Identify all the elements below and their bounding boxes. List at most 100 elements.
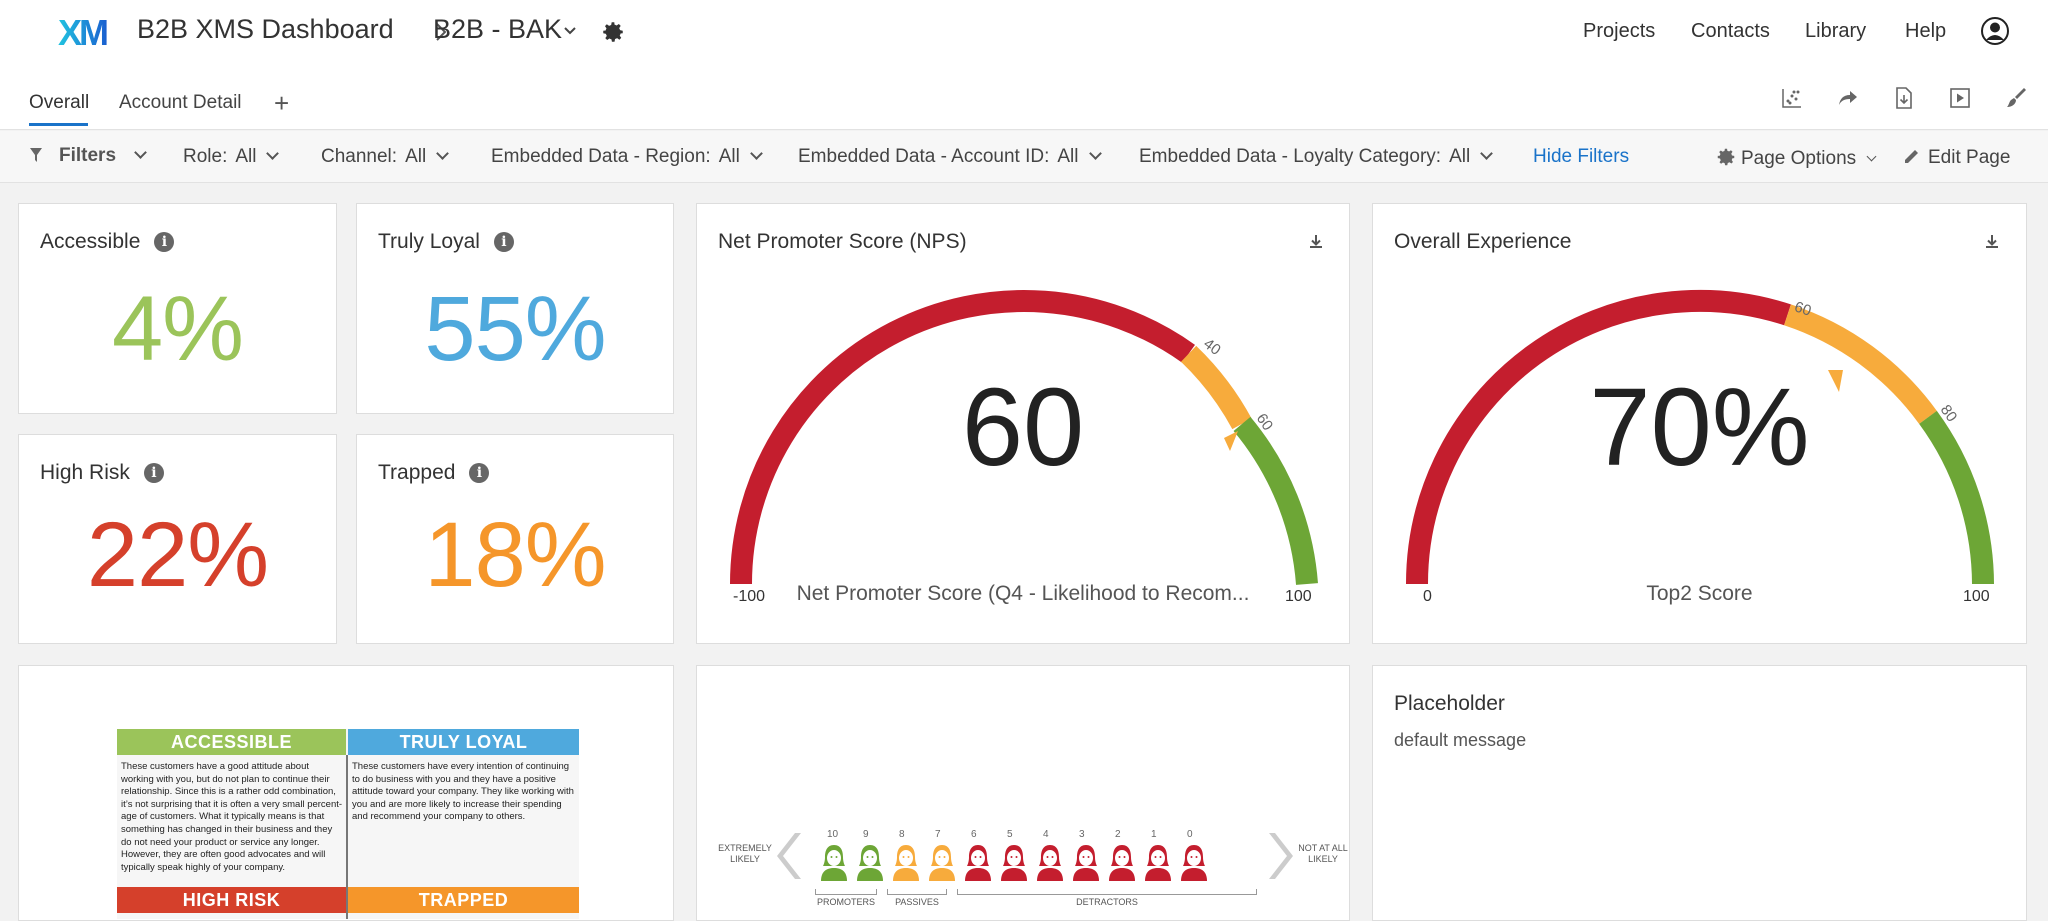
user-account-icon[interactable] bbox=[1980, 16, 2010, 46]
info-icon[interactable]: i bbox=[154, 232, 175, 252]
page-options-dropdown[interactable]: Page Options bbox=[1715, 146, 1877, 170]
gauge-needle-marker bbox=[1828, 370, 1843, 392]
theme-brush-icon[interactable] bbox=[2004, 86, 2028, 110]
gauge-title: Overall Experience bbox=[1394, 230, 1572, 253]
gauge-segment-red bbox=[1406, 290, 1791, 585]
promoters-label: PROMOTERS bbox=[816, 897, 875, 907]
passives-bracket bbox=[887, 889, 947, 895]
nps-scale-number: 3 bbox=[1079, 829, 1085, 840]
svg-text:XM: XM bbox=[58, 12, 107, 52]
gauge-needle-marker bbox=[1224, 431, 1238, 451]
passives-label: PASSIVES bbox=[895, 897, 939, 907]
add-tab-plus-icon[interactable]: + bbox=[274, 88, 290, 118]
present-icon[interactable] bbox=[1948, 86, 1972, 110]
filter-name: Embedded Data - Region: bbox=[491, 146, 711, 167]
nps-gauge-arc: 40 60 bbox=[730, 290, 1318, 585]
gear-icon bbox=[1717, 148, 1735, 166]
filter-value: All bbox=[405, 146, 427, 167]
info-icon[interactable]: i bbox=[493, 232, 514, 252]
metric-title: Truly Loyal i bbox=[378, 230, 514, 254]
chevron-down-icon bbox=[749, 147, 763, 160]
nav-contacts[interactable]: Contacts bbox=[1691, 20, 1770, 42]
export-icon[interactable] bbox=[1892, 86, 1916, 110]
top-header: XM B2B XMS Dashboard B2B - BAK Projects … bbox=[0, 0, 2048, 64]
metric-value: 22% bbox=[86, 504, 269, 606]
info-icon[interactable]: i bbox=[143, 463, 164, 483]
filter-name: Channel: bbox=[321, 146, 398, 167]
tab-bar: Overall Account Detail + bbox=[0, 64, 2048, 130]
nav-help[interactable]: Help bbox=[1905, 20, 1947, 42]
filter-bar: Filters Role: All Channel: All Embedded Da… bbox=[0, 131, 2048, 183]
gear-icon[interactable] bbox=[600, 19, 626, 45]
download-icon[interactable] bbox=[1982, 232, 2002, 252]
gauge-tick-60: 60 bbox=[1253, 410, 1276, 433]
hide-filters-link[interactable]: Hide Filters bbox=[1533, 146, 1630, 167]
filter-name: Embedded Data - Account ID: bbox=[798, 146, 1050, 167]
person-face-icon bbox=[821, 845, 847, 881]
segment-accessible-header: ACCESSIBLE bbox=[117, 729, 346, 755]
segment-truly-loyal-text: These customers have every intention of … bbox=[352, 761, 574, 823]
nps-gauge-card: Net Promoter Score (NPS) 40 60 60 Net Pr… bbox=[696, 203, 1350, 644]
metric-title-text: High Risk bbox=[40, 461, 130, 484]
nav-library[interactable]: Library bbox=[1805, 20, 1867, 42]
filter-region[interactable]: Embedded Data - Region: All bbox=[491, 146, 763, 168]
dashboard-name[interactable]: B2B XMS Dashboard bbox=[137, 14, 394, 44]
tab-overall[interactable]: Overall bbox=[29, 92, 90, 113]
person-face-icon bbox=[929, 845, 955, 881]
metric-title: Accessible i bbox=[40, 230, 175, 254]
person-face-icon bbox=[1181, 845, 1207, 881]
filter-funnel-icon bbox=[30, 148, 42, 162]
page-options-label: Page Options bbox=[1741, 148, 1857, 169]
filters-label: Filters bbox=[59, 145, 117, 166]
person-face-icon bbox=[893, 845, 919, 881]
edit-page-button[interactable]: Edit Page bbox=[1902, 146, 2010, 169]
chevron-down-icon bbox=[436, 147, 450, 160]
person-face-icon bbox=[1001, 845, 1027, 881]
placeholder-card: Placeholder default message bbox=[1372, 665, 2027, 921]
gauge-label: Net Promoter Score (Q4 - Likelihood to R… bbox=[796, 582, 1250, 605]
pencil-icon bbox=[1905, 150, 1918, 163]
metric-value: 4% bbox=[112, 278, 244, 380]
left-arrow-icon bbox=[777, 833, 801, 879]
metric-title: High Risk i bbox=[40, 461, 164, 485]
right-arrow-icon bbox=[1269, 833, 1293, 879]
gauge-value: 70% bbox=[1589, 366, 1810, 489]
gauge-segment-red bbox=[730, 290, 1195, 585]
tab-account-detail[interactable]: Account Detail bbox=[119, 92, 242, 113]
xm-logo[interactable]: XM bbox=[58, 12, 116, 52]
chevron-down-icon bbox=[266, 147, 280, 160]
chevron-down-icon bbox=[1480, 147, 1494, 160]
edit-page-label: Edit Page bbox=[1928, 147, 2011, 168]
scatter-icon[interactable] bbox=[1780, 86, 1804, 110]
gauge-segment-orange bbox=[1180, 345, 1252, 430]
share-icon[interactable] bbox=[1836, 86, 1860, 110]
nps-scale-infographic: EXTREMELY LIKELY NOT AT ALL LIKELY 10 9 8 7… bbox=[717, 829, 1348, 909]
info-icon[interactable]: i bbox=[469, 463, 490, 483]
filter-value: All bbox=[235, 146, 257, 167]
not-at-all-likely-label: NOT AT ALL LIKELY bbox=[1298, 843, 1348, 864]
filter-role[interactable]: Role: All bbox=[183, 146, 280, 168]
nps-scale-card: EXTREMELY LIKELY NOT AT ALL LIKELY 10 9 8 7… bbox=[696, 665, 1350, 921]
project-name[interactable]: B2B - BAK bbox=[433, 14, 563, 44]
person-face-icon bbox=[1037, 845, 1063, 881]
filter-loyalty-category[interactable]: Embedded Data - Loyalty Category: All bbox=[1139, 146, 1494, 168]
gauge-tick-40: 40 bbox=[1200, 335, 1223, 359]
gauge-max: 100 bbox=[1285, 588, 1312, 605]
metric-title-text: Trapped bbox=[378, 461, 456, 484]
nav-projects[interactable]: Projects bbox=[1583, 20, 1656, 42]
person-face-icon bbox=[1145, 845, 1171, 881]
filters-dropdown[interactable]: Filters bbox=[59, 145, 147, 167]
metric-card-trapped: Trapped i 18% bbox=[356, 434, 674, 644]
filter-name: Embedded Data - Loyalty Category: bbox=[1139, 146, 1442, 167]
nps-scale-number: 5 bbox=[1007, 829, 1013, 840]
gauge-tick-60: 60 bbox=[1792, 298, 1813, 319]
chevron-down-icon[interactable] bbox=[563, 26, 577, 36]
nps-faces-row: 10 9 8 7 6 5 4 3 2 1 0 bbox=[813, 829, 1263, 909]
filter-account-id[interactable]: Embedded Data - Account ID: All bbox=[798, 146, 1102, 168]
download-icon[interactable] bbox=[1306, 232, 1326, 252]
metric-value: 18% bbox=[424, 504, 606, 606]
filter-channel[interactable]: Channel: All bbox=[321, 146, 450, 168]
nps-scale-number: 6 bbox=[971, 829, 977, 840]
segment-high-risk-header: HIGH RISK bbox=[117, 887, 346, 913]
metric-title-text: Accessible bbox=[40, 230, 141, 253]
